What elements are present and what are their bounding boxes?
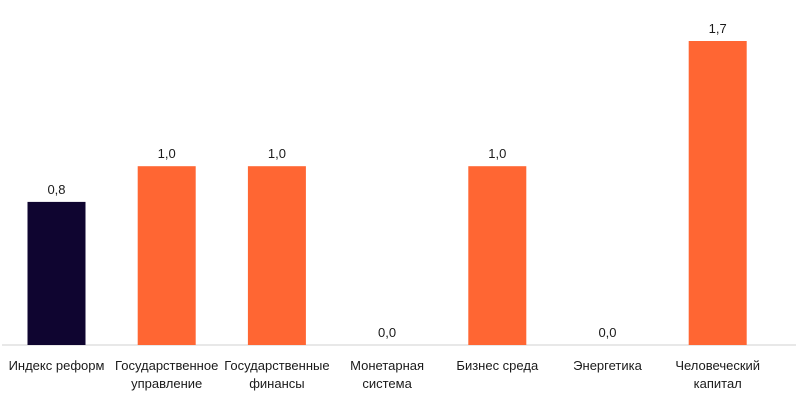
category-label-1-line-1: управление: [131, 376, 202, 391]
category-label-1-line-0: Государственное: [115, 358, 218, 373]
category-label-6-line-1: капитал: [694, 376, 742, 391]
bar-6: [688, 41, 747, 345]
category-label-5-line-0: Энергетика: [573, 358, 642, 373]
category-label-0: Индекс реформ: [9, 358, 105, 373]
bar-1: [137, 166, 196, 345]
value-label-5: 0,0: [598, 325, 616, 340]
value-label-6: 1,7: [709, 21, 727, 36]
bar-4: [468, 166, 527, 345]
category-label-1: Государственное управление: [115, 358, 218, 391]
value-label-0: 0,8: [47, 182, 65, 197]
value-label-3: 0,0: [378, 325, 396, 340]
bars-group: [27, 41, 747, 345]
category-label-3-line-0: Монетарная: [350, 358, 424, 373]
category-label-6: Человеческий капитал: [675, 358, 760, 391]
bar-0: [27, 201, 86, 345]
category-label-6-line-0: Человеческий: [675, 358, 760, 373]
value-labels-group: 0,8 1,0 1,0 0,0 1,0 0,0 1,7: [47, 21, 726, 340]
value-label-2: 1,0: [268, 146, 286, 161]
value-label-4: 1,0: [488, 146, 506, 161]
bar-2: [247, 166, 306, 345]
value-label-1: 1,0: [158, 146, 176, 161]
category-labels-group: Индекс реформ Государственное управлениеГо…: [9, 358, 760, 391]
category-label-2-line-0: Государственные: [224, 358, 329, 373]
category-label-4: Бизнес среда: [456, 358, 539, 373]
category-label-4-line-0: Бизнес среда: [456, 358, 539, 373]
category-label-3: Монетарная система: [350, 358, 424, 391]
category-label-2: Государственные финансы: [224, 358, 329, 391]
category-label-5: Энергетика: [573, 358, 642, 373]
category-label-0-line-0: Индекс реформ: [9, 358, 105, 373]
category-label-2-line-1: финансы: [249, 376, 304, 391]
category-label-3-line-1: система: [362, 376, 412, 391]
